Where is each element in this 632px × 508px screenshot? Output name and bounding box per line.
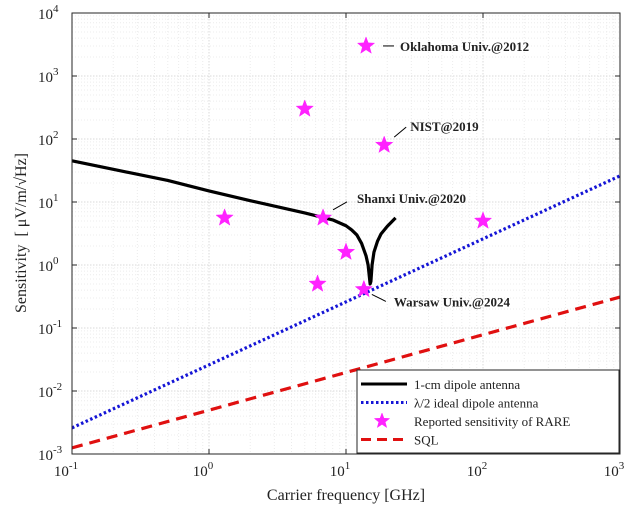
annotation-label: Shanxi Univ.@2020 <box>357 191 466 206</box>
rare-data-point <box>473 211 493 229</box>
rare-data-point <box>215 208 234 226</box>
y-tick-label: 100 <box>38 255 59 275</box>
series-line-3 <box>71 295 621 450</box>
annotation-leader <box>393 126 407 138</box>
series-line-1 <box>71 174 621 430</box>
y-tick-label: 103 <box>38 66 59 86</box>
rare-data-point <box>308 274 327 292</box>
rare-data-point <box>356 36 376 54</box>
x-axis-label: Carrier frequency [GHz] <box>267 487 425 504</box>
rare-data-point <box>336 242 356 260</box>
rare-data-point <box>295 99 314 117</box>
annotation-leader <box>371 293 387 302</box>
x-tick-label: 103 <box>604 460 625 480</box>
series-line-0 <box>71 159 397 286</box>
x-tick-label: 102 <box>467 460 488 480</box>
legend-label: SQL <box>414 433 439 448</box>
x-tick-label: 100 <box>193 460 214 480</box>
annotation-label: Warsaw Univ.@2024 <box>394 294 511 309</box>
rare-data-point <box>354 279 374 298</box>
annotation-label: Oklahoma Univ.@2012 <box>400 39 529 54</box>
legend-label: 1-cm dipole antenna <box>414 377 520 392</box>
annotation-label: NIST@2019 <box>410 119 479 134</box>
marker-layer <box>215 36 493 298</box>
annotation-leader <box>332 201 348 211</box>
y-tick-label: 101 <box>38 192 59 212</box>
x-tick-label: 10-1 <box>54 460 78 480</box>
y-tick-label: 102 <box>38 129 59 149</box>
rare-data-point <box>313 208 333 226</box>
annotation-layer: Oklahoma Univ.@2012 NIST@2019 Shanxi Univ.… <box>332 39 529 309</box>
y-axis-label: Sensitivity [ μV/m/√Hz] <box>13 153 30 313</box>
y-axis-label-text: Sensitivity <box>13 245 30 313</box>
y-axis-label-unit: [ μV/m/√Hz] <box>13 153 30 237</box>
x-tick-label: 101 <box>330 460 351 480</box>
legend-label: Reported sensitivity of RARE <box>414 414 570 429</box>
tick-layer: 10-1 100 101 102 103 10-3 10-2 10-1 100 101 102 103… <box>38 3 625 480</box>
y-tick-label: 104 <box>38 3 59 23</box>
rare-data-point <box>374 135 394 153</box>
y-tick-label: 10-3 <box>38 444 63 464</box>
series-layer <box>71 159 621 450</box>
y-tick-label: 10-2 <box>38 381 62 401</box>
legend: 1-cm dipole antenna λ/2 ideal dipole ante… <box>356 369 620 454</box>
legend-marker <box>373 412 391 429</box>
svg-text:Sensitivity [ μV/m/√Hz]: Sensitivity [ μV/m/√Hz] <box>13 153 30 313</box>
legend-label: λ/2 ideal dipole antenna <box>414 396 539 411</box>
y-tick-label: 10-1 <box>38 318 62 338</box>
